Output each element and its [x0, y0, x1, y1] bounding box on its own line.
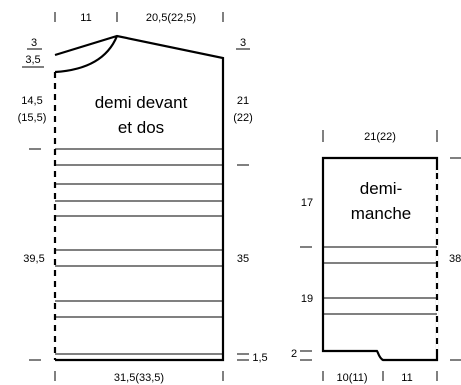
body-right-lower-height: 35: [237, 253, 249, 265]
sleeve-title-line1: demi-: [360, 179, 403, 198]
body-bottom-width: 31,5(33,5): [114, 372, 164, 384]
body-outline: [54, 34, 225, 362]
body-rib-height: 1,5: [252, 352, 267, 364]
body-stripes: [55, 148, 223, 318]
body-top-ticks: [54, 12, 224, 22]
sleeve-top-ticks: [322, 130, 438, 142]
sleeve-right-height: 38: [449, 253, 461, 265]
body-neckline: [54, 35, 119, 74]
sleeve-panel: 21(22) 17 19 2 38 10(11) 11 demi- manche: [291, 130, 461, 384]
sleeve-outline: [321, 156, 439, 362]
body-title-line1: demi devant: [95, 93, 188, 112]
body-right-upper-height-alt: (22): [233, 112, 253, 124]
body-bottom-ticks: [54, 371, 224, 381]
sleeve-left-lower-height: 19: [301, 293, 313, 305]
body-top-left-width: 11: [80, 12, 91, 24]
sleeve-top-width: 21(22): [364, 131, 396, 143]
body-right-upper-height: 21: [237, 95, 249, 107]
body-left-upper-height-alt: (15,5): [18, 112, 47, 124]
body-top-right-width: 20,5(22,5): [146, 12, 196, 24]
sleeve-left-upper-height: 17: [301, 197, 313, 209]
body-panel: 11 20,5(22,5) 3 3,5 3 14,5 (15,5) 21 (22…: [18, 12, 268, 384]
sleeve-bottom-left-width: 10(11): [337, 372, 368, 384]
body-left-lower-height: 39,5: [23, 253, 44, 265]
sleeve-stripes: [323, 246, 437, 315]
body-left-shoulder-top: 3: [31, 37, 37, 49]
body-title-line2: et dos: [118, 118, 164, 137]
sleeve-bottom-ticks: [322, 371, 438, 381]
sleeve-rib-height: 2: [291, 348, 297, 360]
body-right-shoulder: 3: [240, 37, 246, 49]
sleeve-bottom-right-width: 11: [401, 372, 412, 384]
body-left-upper-height: 14,5: [21, 95, 42, 107]
body-left-shoulder-bottom: 3,5: [25, 54, 40, 66]
sleeve-title-line2: manche: [351, 204, 411, 223]
